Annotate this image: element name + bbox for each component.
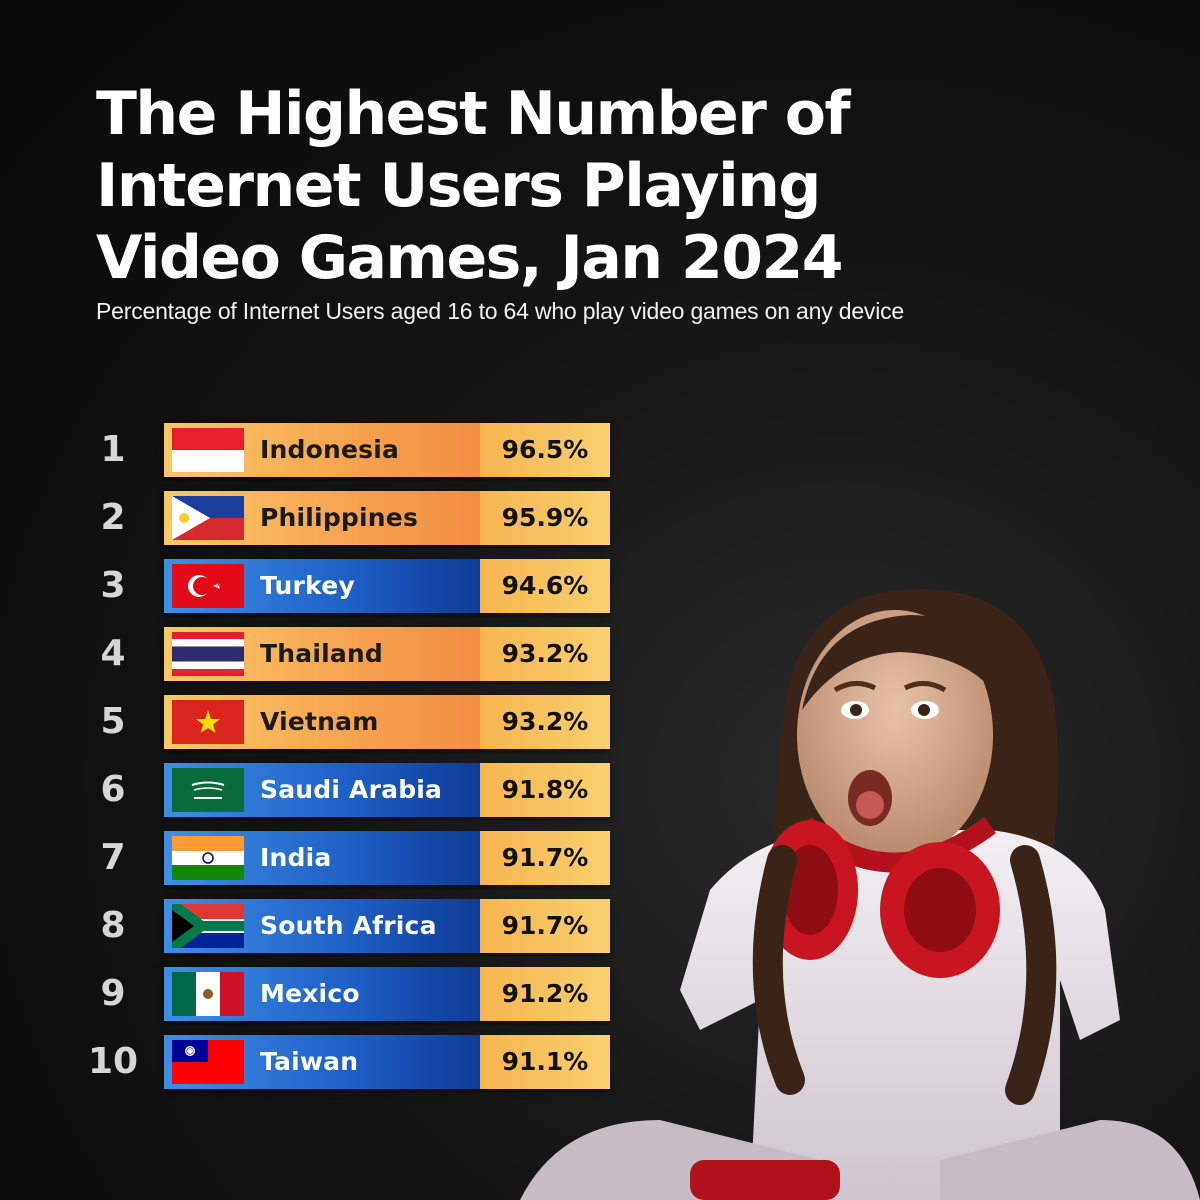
value-label: 91.7% [501,911,589,940]
rank-label: 4 [100,633,126,674]
bar-value-segment: 91.8% [480,763,610,817]
chart-row: 5 Vietnam 93.2% [0,695,620,749]
country-label: India [260,843,332,872]
country-label: Indonesia [260,435,400,464]
bar-value-segment: 91.7% [480,899,610,953]
bar-value-segment: 91.7% [480,831,610,885]
value-label: 91.8% [501,775,589,804]
country-label: Saudi Arabia [260,775,443,804]
bar: Mexico 91.2% [164,967,610,1021]
country-label: Philippines [260,503,419,532]
value-label: 91.1% [501,1047,589,1076]
rank-label: 9 [100,973,126,1014]
value-label: 96.5% [501,435,589,464]
bar: Thailand 93.2% [164,627,610,681]
turkey-flag-icon [172,564,244,608]
country-label: Taiwan [260,1047,359,1076]
bar-value-segment: 94.6% [480,559,610,613]
bar-name-segment: Mexico [164,967,480,1021]
bar-name-segment: Philippines [164,491,480,545]
rank-label: 6 [100,769,126,810]
bar: India 91.7% [164,831,610,885]
bar: Philippines 95.9% [164,491,610,545]
bar-value-segment: 93.2% [480,695,610,749]
rank-label: 1 [100,429,126,470]
country-label: South Africa [260,911,437,940]
chart-title: The Highest Number of Internet Users Pla… [96,79,851,293]
mexico-flag-icon [172,972,244,1016]
country-label: Vietnam [260,707,379,736]
bar-name-segment: India [164,831,480,885]
bar-value-segment: 91.1% [480,1035,610,1089]
bar-name-segment: Saudi Arabia [164,763,480,817]
value-label: 93.2% [501,639,589,668]
rank-label: 7 [100,837,126,878]
rank-label: 3 [100,565,126,606]
bar-value-segment: 96.5% [480,423,610,477]
bar-name-segment: Thailand [164,627,480,681]
chart-row: 1 Indonesia 96.5% [0,423,620,477]
rank-label: 5 [100,701,126,742]
bar-value-segment: 93.2% [480,627,610,681]
chart-row: 4 Thailand 93.2% [0,627,620,681]
indonesia-flag-icon [172,428,244,472]
chart-row: 9 Mexico 91.2% [0,967,620,1021]
bar: Saudi Arabia 91.8% [164,763,610,817]
bar: Turkey 94.6% [164,559,610,613]
chart-subtitle: Percentage of Internet Users aged 16 to … [96,298,905,324]
value-label: 91.2% [501,979,589,1008]
bar: Indonesia 96.5% [164,423,610,477]
country-label: Thailand [260,639,384,668]
thailand-flag-icon [172,632,244,676]
bar-name-segment: South Africa [164,899,480,953]
country-label: Turkey [260,571,355,600]
saudi-arabia-flag-icon [172,768,244,812]
chart-row: 3 Turkey 94.6% [0,559,620,613]
india-flag-icon [172,836,244,880]
chart-row: 10 Taiwan 91.1% [0,1035,620,1089]
value-label: 93.2% [501,707,589,736]
south-africa-flag-icon [172,904,244,948]
girl-gaming-photo [520,589,1200,1200]
bar-value-segment: 91.2% [480,967,610,1021]
country-label: Mexico [260,979,360,1008]
bar-name-segment: Turkey [164,559,480,613]
bar: South Africa 91.7% [164,899,610,953]
philippines-flag-icon [172,496,244,540]
chart-row: 7 India 91.7% [0,831,620,885]
rank-label: 10 [87,1041,139,1082]
bar-name-segment: Indonesia [164,423,480,477]
bar-name-segment: Taiwan [164,1035,480,1089]
bar: Vietnam 93.2% [164,695,610,749]
vietnam-flag-icon [172,700,244,744]
value-label: 94.6% [501,571,589,600]
bar-name-segment: Vietnam [164,695,480,749]
rank-label: 2 [100,497,126,538]
value-label: 91.7% [501,843,589,872]
value-label: 95.9% [501,503,589,532]
bar-value-segment: 95.9% [480,491,610,545]
chart-row: 6 Saudi Arabia 91.8% [0,763,620,817]
taiwan-flag-icon [172,1040,244,1084]
chart-row: 2 Philippines 95.9% [0,491,620,545]
chart-row: 8 South Africa 91.7% [0,899,620,953]
rank-label: 8 [100,905,126,946]
bar: Taiwan 91.1% [164,1035,610,1089]
